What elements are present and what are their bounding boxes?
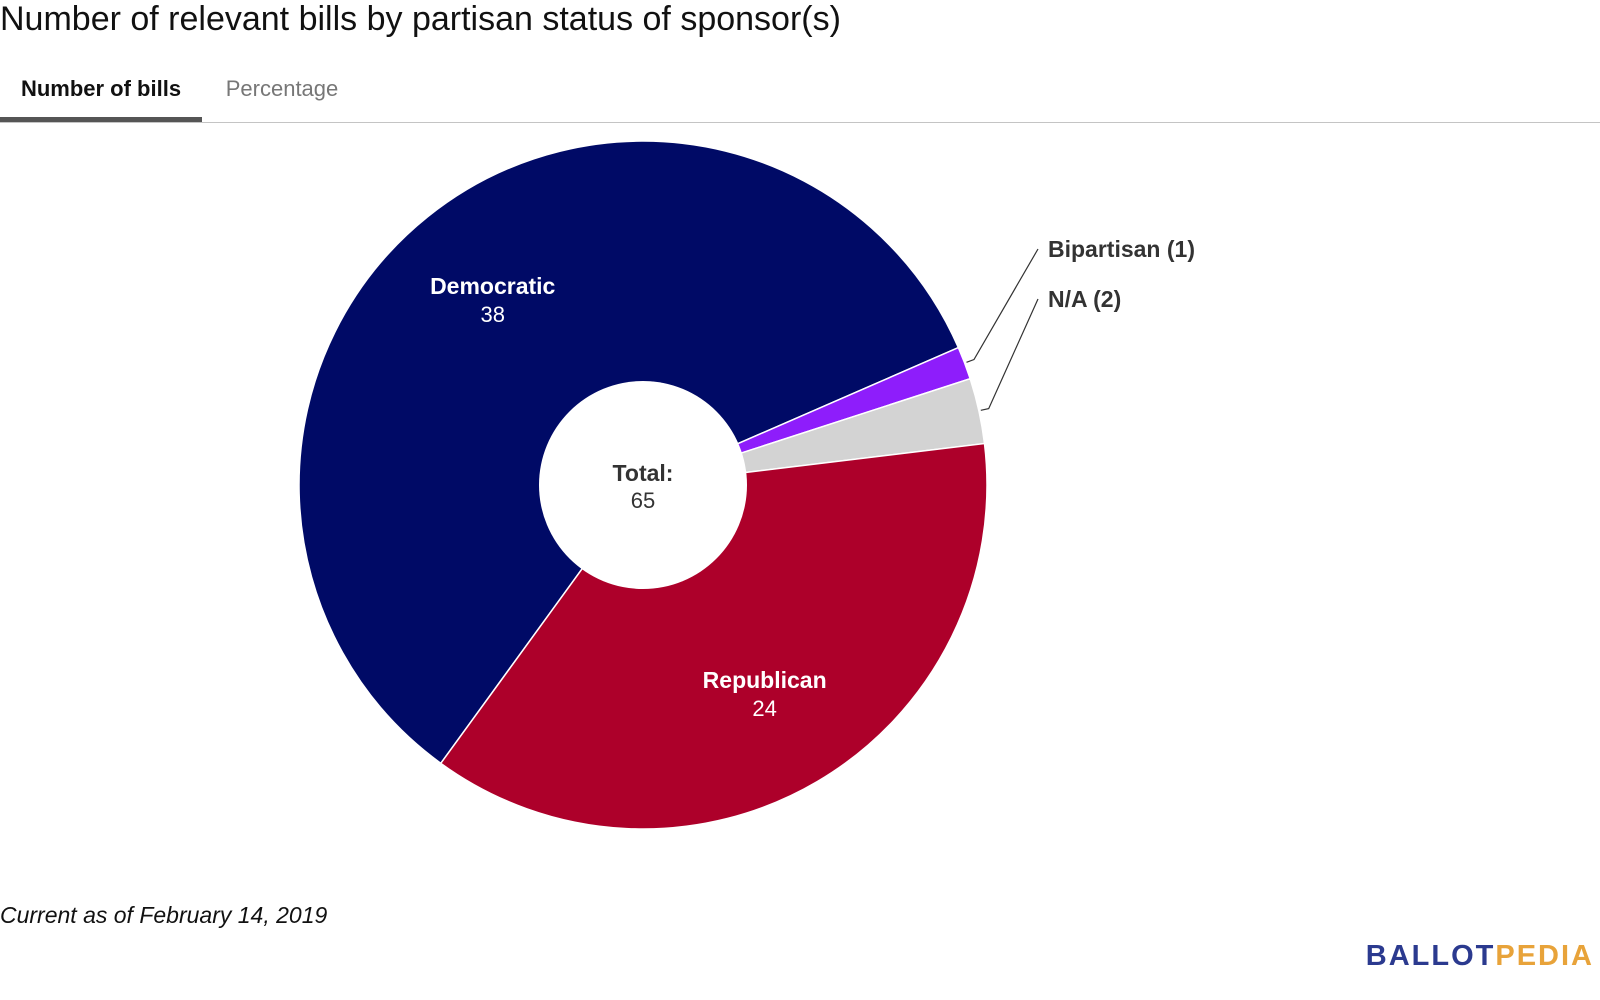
tab-number-of-bills[interactable]: Number of bills	[0, 70, 202, 122]
ballotpedia-logo: BALLOTPEDIA	[1366, 940, 1594, 973]
slice-republican	[439, 442, 988, 830]
donut-hole	[539, 381, 747, 589]
slice-value-democratic: 38	[480, 302, 504, 327]
tab-percentage[interactable]: Percentage	[225, 76, 339, 101]
donut-chart: Democratic 38 Bipartisan (1) N/A (2) Republi…	[298, 140, 1195, 830]
center-total-value: 65	[631, 488, 655, 513]
chart-title: Number of relevant bills by partisan sta…	[0, 0, 841, 38]
logo-part-pedia: PEDIA	[1495, 940, 1594, 972]
tab-bar: Number of bills Percentage	[0, 70, 1600, 123]
footnote: Current as of February 14, 2019	[0, 902, 328, 928]
outside-label-bipartisan: Bipartisan (1)	[1048, 236, 1195, 262]
center-total-label: Total:	[613, 460, 674, 486]
slice-value-republican: 24	[752, 696, 776, 721]
leader-line-bipartisan	[966, 248, 1039, 363]
leader-line-n-a	[980, 298, 1039, 411]
logo-part-ballot: BALLOT	[1365, 940, 1496, 972]
slice-label-republican: Republican	[703, 667, 827, 693]
slice-label-democratic: Democratic	[430, 273, 555, 299]
outside-label-n-a: N/A (2)	[1048, 286, 1121, 312]
